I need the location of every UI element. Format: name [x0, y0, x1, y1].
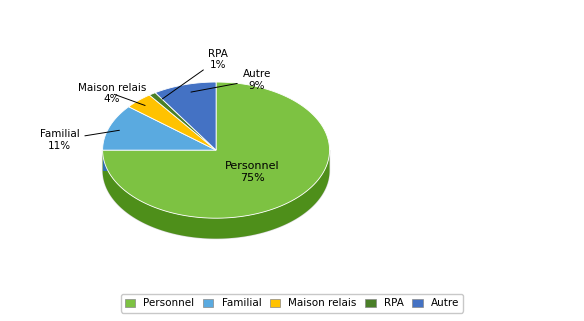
Polygon shape [150, 93, 216, 150]
Polygon shape [128, 95, 216, 150]
Text: Autre
9%: Autre 9% [191, 69, 271, 92]
Text: Personnel
75%: Personnel 75% [225, 161, 280, 183]
Polygon shape [103, 150, 329, 239]
Polygon shape [155, 82, 216, 150]
Polygon shape [103, 150, 216, 170]
Polygon shape [103, 150, 329, 239]
Text: Familial
11%: Familial 11% [40, 129, 119, 151]
Text: Maison relais
4%: Maison relais 4% [78, 82, 146, 106]
Polygon shape [103, 150, 216, 170]
Legend: Personnel, Familial, Maison relais, RPA, Autre: Personnel, Familial, Maison relais, RPA,… [120, 294, 464, 313]
Polygon shape [103, 82, 329, 218]
Text: RPA
1%: RPA 1% [162, 48, 228, 99]
Polygon shape [103, 107, 216, 150]
